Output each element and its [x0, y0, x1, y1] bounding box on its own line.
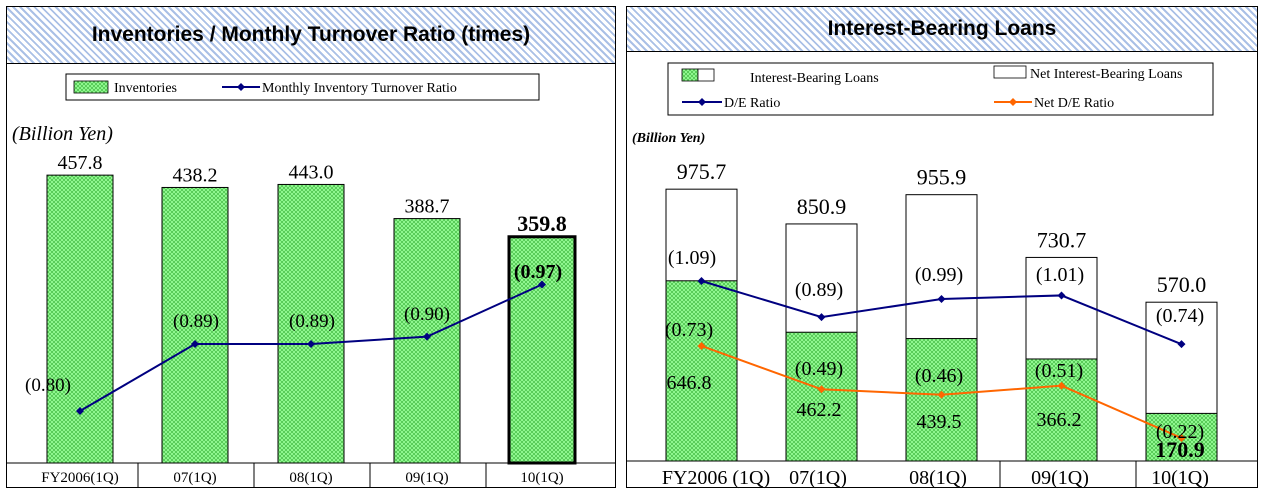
turnover-ratio-label: (0.89) [173, 311, 219, 332]
legend-inventories-label: Inventories [114, 81, 177, 96]
legend-loans-white-swatch [697, 68, 715, 82]
loans-x-tick-label: FY2006 (1Q) [662, 467, 770, 489]
legend-de-marker [698, 98, 706, 106]
loans-total-value-label: 850.9 [797, 194, 847, 219]
legend-turnover-marker [237, 83, 245, 91]
net-loans-bar [905, 338, 978, 462]
net-loans-bar [1025, 358, 1098, 462]
de-ratio-point [937, 295, 946, 304]
turnover-ratio-label: (0.90) [404, 304, 450, 325]
legend-net-loans-swatch [993, 65, 1027, 79]
turnover-ratio-point [191, 340, 199, 349]
net-loans-value-label: 646.8 [667, 372, 712, 394]
loans-x-tick-label: 08(1Q) [909, 467, 967, 489]
net-loans-value-label: 439.5 [917, 411, 962, 433]
inventories-chart-header: Inventories / Monthly Turnover Ratio (ti… [7, 7, 615, 64]
turnover-ratio-point [538, 280, 546, 289]
turnover-ratio-label: (0.97) [514, 261, 562, 283]
de-ratio-point [1177, 340, 1186, 349]
net-loans-value-label: 462.2 [797, 399, 842, 421]
legend-inventories-swatch [73, 80, 109, 94]
loans-total-value-label: 730.7 [1037, 227, 1087, 252]
loans-unit-label: (Billion Yen) [632, 131, 705, 146]
net-de-ratio-label: (0.22) [1156, 421, 1204, 443]
net-de-ratio-point [937, 390, 946, 399]
net-de-ratio-label: (0.73) [665, 319, 713, 341]
net-loans-value-label: 366.2 [1037, 409, 1082, 431]
net-de-ratio-point [1057, 381, 1066, 390]
inventories-x-tick-label: 08(1Q) [289, 470, 332, 486]
inventory-bar [507, 235, 577, 465]
turnover-ratio-label: (0.89) [289, 311, 335, 332]
net-de-ratio-label: (0.46) [915, 365, 963, 387]
inventory-value-label: 388.7 [405, 196, 450, 218]
loans-x-tick-label: 09(1Q) [1031, 467, 1089, 489]
de-ratio-point [1057, 291, 1066, 300]
inventory-value-label: 443.0 [289, 161, 334, 183]
loans-x-tick-label: 07(1Q) [789, 467, 847, 489]
loans-total-value-label: 975.7 [677, 159, 727, 184]
de-ratio-label: (0.74) [1156, 305, 1204, 327]
loans-chart-title: Interest-Bearing Loans [827, 17, 1057, 40]
inventory-value-label: 359.8 [517, 211, 567, 236]
inventories-x-tick-label: 10(1Q) [520, 470, 563, 486]
net-de-ratio-label: (0.49) [795, 358, 843, 380]
net-de-ratio-point [697, 341, 706, 350]
net-de-ratio-label: (0.51) [1035, 360, 1083, 382]
legend-de-label: D/E Ratio [724, 96, 780, 111]
net-de-ratio-point [1177, 434, 1186, 443]
inventories-x-tick-label: 07(1Q) [173, 470, 216, 486]
legend-turnover-label: Monthly Inventory Turnover Ratio [262, 81, 457, 96]
loans-total-value-label: 570.0 [1157, 272, 1207, 297]
legend-loans-label: Interest-Bearing Loans [750, 71, 879, 86]
inventory-bar [393, 218, 461, 464]
net-loans-value-label: 170.9 [1155, 437, 1205, 462]
net-loans-bar [785, 331, 858, 462]
de-ratio-label: (0.99) [915, 264, 963, 286]
loans-chart-header: Interest-Bearing Loans [627, 7, 1257, 52]
inventories-legend [65, 73, 540, 101]
inventory-bar [161, 186, 229, 464]
turnover-ratio-label: (0.80) [25, 375, 71, 396]
turnover-ratio-point [423, 332, 431, 341]
turnover-ratio-point [76, 407, 84, 415]
inventory-bar [46, 174, 114, 464]
de-ratio-point [817, 313, 826, 322]
inventories-x-tick-label: 09(1Q) [405, 470, 448, 486]
de-ratio-label: (1.01) [1036, 264, 1084, 286]
inventories-unit-label: (Billion Yen) [12, 123, 113, 145]
net-de-ratio-point [817, 385, 826, 394]
legend-net-de-label: Net D/E Ratio [1034, 96, 1114, 111]
legend-net-de-marker [1009, 98, 1017, 106]
inventory-value-label: 438.2 [173, 164, 218, 186]
inventories-chart-title: Inventories / Monthly Turnover Ratio (ti… [91, 23, 531, 46]
legend-net-loans-label: Net Interest-Bearing Loans [1030, 67, 1182, 82]
loans-legend [667, 62, 1214, 116]
net-loans-bar [665, 280, 738, 462]
inventories-x-tick-label: FY2006(1Q) [41, 470, 119, 486]
de-ratio-label: (1.09) [668, 247, 716, 269]
de-ratio-point [697, 277, 706, 285]
inventory-value-label: 457.8 [58, 152, 103, 174]
loans-x-tick-label: 10(1Q) [1151, 467, 1209, 489]
legend-loans-green-swatch [681, 68, 699, 82]
inventory-bar [277, 183, 345, 464]
turnover-ratio-point [307, 340, 315, 349]
de-ratio-label: (0.89) [795, 279, 843, 301]
loans-total-value-label: 955.9 [917, 165, 967, 190]
